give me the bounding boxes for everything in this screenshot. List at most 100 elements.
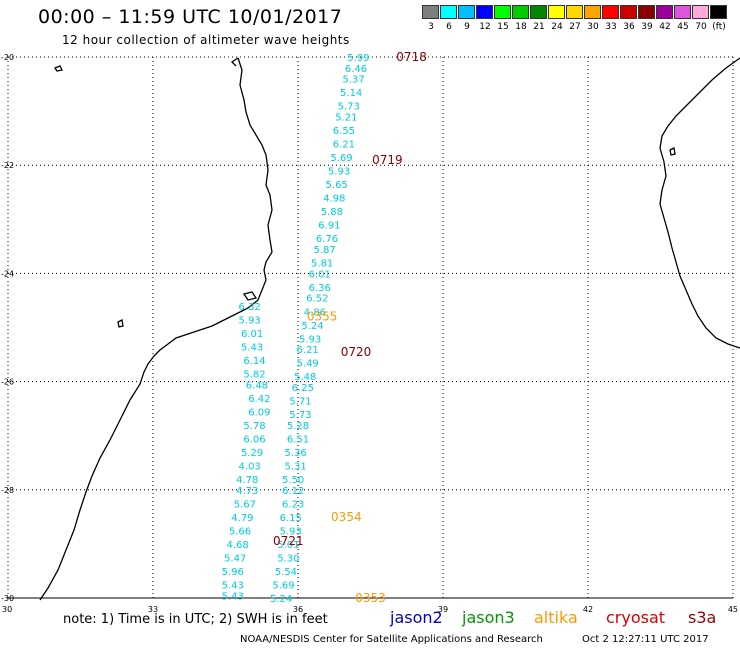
lat-tick-label: -28	[1, 486, 14, 495]
legend-item-jason3: jason3	[462, 608, 515, 627]
wave-height-value: 6.12	[282, 486, 304, 497]
wave-height-value: 6.91	[318, 221, 340, 232]
scale-swatch	[620, 5, 637, 19]
wave-height-value: 5.71	[289, 397, 311, 408]
wave-height-value: 5.21	[335, 113, 357, 124]
wave-height-value: 6.01	[241, 329, 263, 340]
scale-label: 6	[446, 22, 452, 32]
scale-swatch	[566, 5, 583, 19]
wave-height-value: 5.47	[224, 553, 246, 564]
lat-tick-label: -20	[1, 53, 14, 62]
wave-height-value: 6.32	[239, 302, 261, 313]
lat-tick-label: -26	[1, 378, 14, 387]
pass-time-label: 0718	[396, 50, 427, 64]
generated-timestamp: Oct 2 12:27:11 UTC 2017	[582, 634, 709, 645]
wave-height-value: 6.55	[333, 126, 355, 137]
scale-swatch	[656, 5, 673, 19]
lat-tick-label: -30	[1, 594, 14, 603]
wave-height-value: 5.31	[284, 461, 306, 472]
wave-height-value: 5.69	[272, 580, 294, 591]
scale-swatch	[476, 5, 493, 19]
wave-height-value: 4.03	[239, 461, 261, 472]
pass-time-labels: 0718 0719 0355 0720 0354 0721 0353	[273, 50, 427, 605]
wave-height-value: 5.24	[301, 321, 323, 332]
scale-swatch	[512, 5, 529, 19]
wave-height-value: 5.01	[277, 540, 299, 551]
wave-height-value: 4.78	[236, 475, 258, 486]
scale-label: 70	[695, 22, 707, 32]
wave-height-value: 5.48	[294, 372, 316, 383]
wave-height-value: 4.86	[304, 307, 326, 318]
scale-swatch	[692, 5, 709, 19]
scale-label: 18	[515, 22, 527, 32]
pass-time-label: 0719	[372, 153, 403, 167]
scale-swatch	[548, 5, 565, 19]
wave-height-value: 5.49	[297, 359, 319, 370]
wave-height-value: 5.50	[282, 475, 304, 486]
wave-height-value: 6.36	[309, 283, 331, 294]
wave-height-value: 6.21	[333, 140, 355, 151]
wave-height-value: 4.98	[323, 194, 345, 205]
legend-item-altika: altika	[534, 608, 578, 627]
scale-swatch	[494, 5, 511, 19]
scale-swatch	[638, 5, 655, 19]
legend-item-jason2: jason2	[390, 608, 443, 627]
wave-height-value: 5.24	[270, 594, 292, 605]
lon-tick-label: 30	[2, 605, 12, 614]
wave-height-value: 6.76	[316, 234, 338, 245]
lon-tick-label: 39	[438, 605, 448, 614]
pass-time-label: 0721	[273, 534, 304, 548]
island-north	[54, 65, 63, 72]
wave-height-value: 5.66	[229, 526, 251, 537]
wave-height-value: 5.43	[222, 580, 244, 591]
scale-swatch	[584, 5, 601, 19]
scale-label: 24	[551, 22, 563, 32]
wave-height-value: 6.23	[282, 499, 304, 510]
coast-inlet	[230, 57, 239, 67]
wave-height-value: 5.99	[347, 53, 369, 64]
scale-swatch	[458, 5, 475, 19]
map-subtitle: 12 hour collection of altimeter wave hei…	[62, 33, 350, 47]
wave-height-value: 6.52	[306, 294, 328, 305]
wave-height-value: 5.65	[326, 180, 348, 191]
pass-time-label: 0354	[331, 510, 362, 524]
pass-time-label: 0353	[355, 591, 386, 605]
wave-height-value: 5.28	[287, 421, 309, 432]
pass-time-label: 0720	[341, 345, 372, 359]
wave-height-value: 5.93	[280, 526, 302, 537]
scale-swatch	[710, 5, 727, 19]
wave-height-value: 5.87	[313, 245, 335, 256]
wave-height-value: 6.48	[246, 380, 268, 391]
wave-height-value: 5.73	[289, 410, 311, 421]
scale-label: 45	[677, 22, 689, 32]
credit-text: NOAA/NESDIS Center for Satellite Applica…	[240, 634, 543, 645]
lon-tick-label: 33	[148, 605, 158, 614]
wave-height-value: 5.43	[222, 591, 244, 602]
madagascar-islet	[669, 147, 676, 156]
wave-height-value: 5.36	[284, 448, 306, 459]
wave-height-value: 5.93	[239, 315, 261, 326]
wave-height-value: 5.43	[241, 342, 263, 353]
wave-height-value: 5.54	[275, 567, 297, 578]
scale-swatch	[602, 5, 619, 19]
wave-height-value: 4.73	[236, 486, 258, 497]
wave-height-value: 5.82	[243, 369, 265, 380]
wave-height-value: 5.93	[299, 334, 321, 345]
wave-height-value: 5.14	[340, 88, 362, 99]
wave-height-value: 5.88	[321, 207, 343, 218]
scale-label: 9	[464, 22, 470, 32]
coastline	[39, 57, 740, 601]
wave-height-value: 5.78	[243, 421, 265, 432]
wave-height-value: 6.46	[345, 64, 367, 75]
legend-item-cryosat: cryosat	[606, 608, 666, 627]
scale-label: (ft)	[712, 22, 726, 32]
wave-height-value: 4.79	[231, 513, 253, 524]
scale-label: 36	[623, 22, 635, 32]
wave-height-value: 5.30	[277, 553, 299, 564]
wave-height-value: 5.96	[222, 567, 244, 578]
lon-tick-label: 42	[583, 605, 593, 614]
wave-height-value: 6.14	[243, 356, 265, 367]
wave-height-value: 5.69	[330, 153, 352, 164]
scale-swatch	[422, 5, 439, 19]
scale-swatch	[674, 5, 691, 19]
